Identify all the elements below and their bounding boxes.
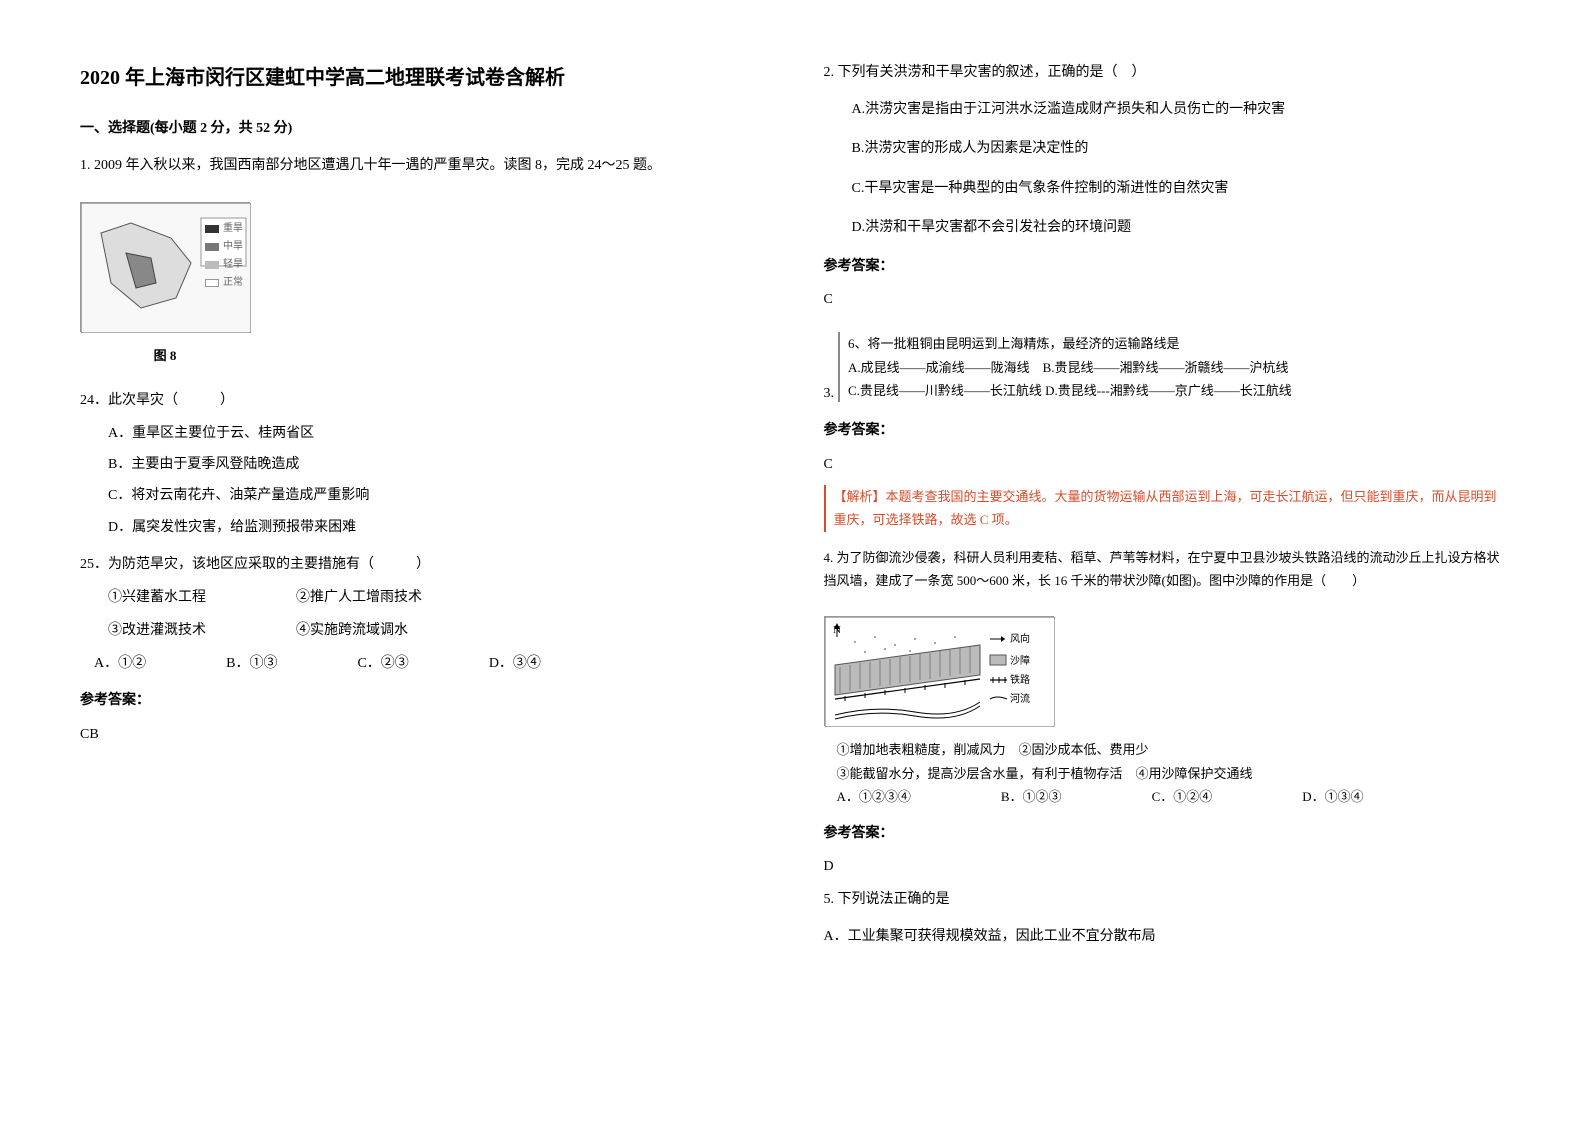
- q24-opt-b: B．主要由于夏季风登陆晚造成: [108, 452, 764, 477]
- legend-item: 中旱: [205, 238, 243, 256]
- q25-opt-a: A．①②: [94, 651, 146, 676]
- q1-stem: 1. 2009 年入秋以来，我国西南部分地区遭遇几十年一遇的严重旱灾。读图 8，…: [80, 153, 764, 178]
- q4-opt-line2: ③能截留水分，提高沙层含水量，有利于植物存活 ④用沙障保护交通线: [837, 762, 1508, 785]
- q1-figure-block: 重旱 中旱 轻旱 正常 图 8: [80, 190, 764, 367]
- q2-opt-a: A.洪涝灾害是指由于江河洪水泛滥造成财产损失和人员伤亡的一种灾害: [852, 97, 1508, 122]
- q4-letter-options: A．①②③④ B．①②③ C．①②④ D．①③④: [837, 785, 1508, 808]
- q24-opt-d: D．属突发性灾害，给监测预报带来困难: [108, 515, 764, 540]
- q25-letter-opts: A．①② B．①③ C．②③ D．③④: [94, 651, 764, 676]
- q1-map-figure: 重旱 中旱 轻旱 正常: [80, 202, 250, 332]
- q5-opt-a: A．工业集聚可获得规模效益，因此工业不宜分散布局: [824, 924, 1508, 949]
- page-container: 2020 年上海市闵行区建虹中学高二地理联考试卷含解析 一、选择题(每小题 2 …: [80, 60, 1507, 949]
- q25-items-row2: ③改进灌溉技术 ④实施跨流域调水: [108, 618, 764, 643]
- q3-answer-label: 参考答案：: [824, 418, 1508, 443]
- q24-opt-c: C．将对云南花卉、油菜产量造成严重影响: [108, 483, 764, 508]
- q4-opt-a: A．①②③④: [837, 785, 911, 808]
- q4-opt-d: D．①③④: [1302, 785, 1363, 808]
- q1-answer-label: 参考答案：: [80, 688, 764, 713]
- q25-item-3: ③改进灌溉技术: [108, 618, 206, 643]
- q4-stem: 4. 为了防御流沙侵袭，科研人员利用麦秸、稻草、芦苇等材料，在宁夏中卫县沙坡头铁…: [824, 546, 1508, 593]
- q3-line1: 6、将一批粗铜由昆明运到上海精炼，最经济的运输路线是: [848, 332, 1292, 355]
- q3-line3: C.贵昆线——川黔线——长江航线 D.贵昆线---湘黔线——京广线——长江航线: [848, 379, 1292, 402]
- section-header: 一、选择题(每小题 2 分，共 52 分): [80, 116, 764, 141]
- q5-stem: 5. 下列说法正确的是: [824, 887, 1508, 912]
- left-column: 2020 年上海市闵行区建虹中学高二地理联考试卷含解析 一、选择题(每小题 2 …: [80, 60, 764, 949]
- q25-item-2: ②推广人工增雨技术: [296, 585, 422, 610]
- q25-opt-c: C．②③: [357, 651, 408, 676]
- q3-answer-value: C: [824, 452, 1508, 477]
- q2-opt-d: D.洪涝和干旱灾害都不会引发社会的环境问题: [852, 215, 1508, 240]
- q3-number: 3.: [824, 381, 835, 406]
- q25-item-1: ①兴建蓄水工程: [108, 585, 206, 610]
- q2-answer-value: C: [824, 287, 1508, 312]
- legend-item: 轻旱: [205, 256, 243, 274]
- q1-answer-value: CB: [80, 722, 764, 747]
- q4-opt-b: B．①②③: [1001, 785, 1062, 808]
- q25-items-row1: ①兴建蓄水工程 ②推广人工增雨技术: [108, 585, 764, 610]
- q3-block: 3. 6、将一批粗铜由昆明运到上海精炼，最经济的运输路线是 A.成昆线——成渝线…: [824, 328, 1508, 406]
- q4-figure: N: [824, 616, 1054, 726]
- q4-answer-value: D: [824, 854, 1508, 879]
- q25-opt-d: D．③④: [489, 651, 541, 676]
- page-title: 2020 年上海市闵行区建虹中学高二地理联考试卷含解析: [80, 60, 764, 96]
- q2-answer-label: 参考答案：: [824, 254, 1508, 279]
- q4-answer-label: 参考答案：: [824, 821, 1508, 846]
- q4-legend-barrier: 沙障: [1010, 654, 1030, 667]
- q25-opt-b: B．①③: [226, 651, 277, 676]
- q4-legend-rail: 铁路: [1010, 673, 1030, 686]
- q2-stem: 2. 下列有关洪涝和干旱灾害的叙述，正确的是（ ）: [824, 60, 1508, 85]
- legend-item: 正常: [205, 274, 243, 292]
- q24-text: 24．此次旱灾（ ）: [80, 388, 764, 413]
- q25-text: 25．为防范旱灾，该地区应采取的主要措施有（ ）: [80, 552, 764, 577]
- q4-legend-wind: 风向: [1010, 632, 1030, 645]
- q1-figure-caption: 图 8: [80, 344, 250, 367]
- q4-legend-river: 河流: [1010, 692, 1030, 705]
- q25-item-4: ④实施跨流域调水: [296, 618, 408, 643]
- q2-opt-b: B.洪涝灾害的形成人为因素是决定性的: [852, 136, 1508, 161]
- q24-opt-a: A．重旱区主要位于云、桂两省区: [108, 421, 764, 446]
- legend-item: 重旱: [205, 220, 243, 238]
- q4-opt-line1: ①增加地表粗糙度，削减风力 ②固沙成本低、费用少: [837, 738, 1508, 761]
- q3-explanation: 【解析】本题考查我国的主要交通线。大量的货物运输从西部运到上海，可走长江航运，但…: [824, 485, 1508, 532]
- q3-inset-box: 6、将一批粗铜由昆明运到上海精炼，最经济的运输路线是 A.成昆线——成渝线——陇…: [838, 332, 1292, 402]
- q3-line2: A.成昆线——成渝线——陇海线 B.贵昆线——湘黔线——浙赣线——沪杭线: [848, 356, 1292, 379]
- q4-opt-c: C．①②④: [1152, 785, 1213, 808]
- right-column: 2. 下列有关洪涝和干旱灾害的叙述，正确的是（ ） A.洪涝灾害是指由于江河洪水…: [824, 60, 1508, 949]
- sand-barrier-diagram-icon: N: [825, 617, 1055, 727]
- q2-opt-c: C.干旱灾害是一种典型的由气象条件控制的渐进性的自然灾害: [852, 176, 1508, 201]
